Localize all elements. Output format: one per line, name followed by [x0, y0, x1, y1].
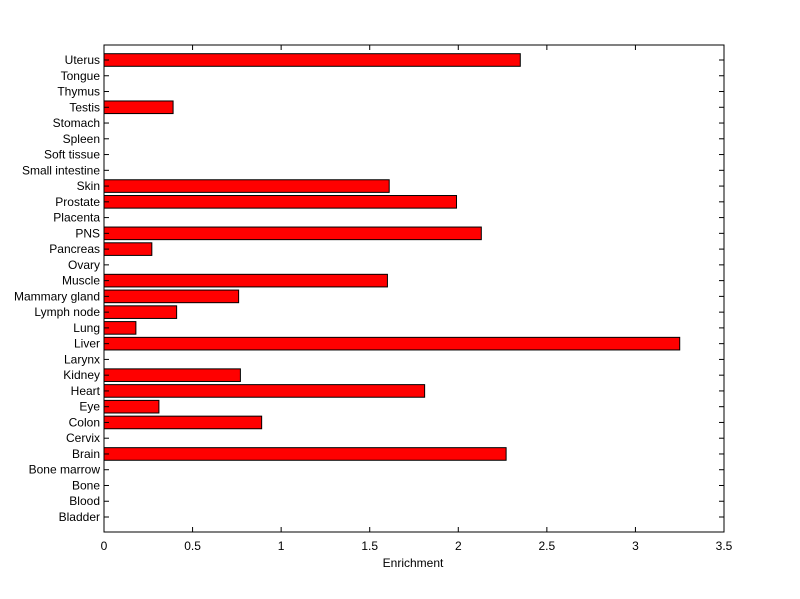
y-tick-label: Small intestine — [22, 163, 100, 177]
y-tick-label: Thymus — [57, 85, 100, 99]
x-tick-label: 1 — [278, 539, 285, 553]
x-tick-label: 2.5 — [539, 539, 556, 553]
y-tick-label: Muscle — [62, 274, 100, 288]
y-tick-label: Kidney — [63, 368, 100, 382]
y-tick-label: Testis — [69, 100, 100, 114]
y-tick-label: Skin — [77, 179, 100, 193]
bar-colon — [103, 415, 263, 430]
x-tick-label: 0.5 — [184, 539, 201, 553]
bar-brain — [103, 447, 507, 461]
y-tick-label: Blood — [69, 494, 100, 508]
y-tick-label: Ovary — [68, 258, 100, 272]
y-tick-label: Bone marrow — [29, 463, 101, 477]
y-tick-label: Spleen — [63, 132, 100, 146]
bar-liver — [103, 336, 681, 351]
y-tick-label: Lung — [73, 321, 100, 335]
y-tick-label: Eye — [79, 400, 100, 414]
bar-skin — [103, 179, 390, 193]
y-tick-label: Soft tissue — [44, 148, 100, 162]
y-tick-label: Bladder — [59, 510, 100, 524]
y-tick-label: Pancreas — [49, 242, 100, 256]
bar-kidney — [103, 368, 241, 382]
y-tick-label: Stomach — [53, 116, 100, 130]
x-axis-ticks: 0 0.5 1 1.5 2 2.5 3 3.5 — [101, 45, 733, 553]
y-tick-label: Colon — [69, 415, 100, 429]
y-tick-label: PNS — [75, 226, 100, 240]
x-tick-label: 3.5 — [716, 539, 733, 553]
x-tick-label: 0 — [101, 539, 108, 553]
y-tick-label: Bone — [72, 478, 100, 492]
bar-testis — [103, 100, 174, 115]
x-axis-label: Enrichment — [383, 556, 444, 570]
y-tick-label: Lymph node — [34, 305, 100, 319]
bar-pancreas — [103, 242, 153, 256]
y-tick-label: Cervix — [66, 431, 100, 445]
y-tick-label: Mammary gland — [14, 289, 100, 303]
y-tick-label: Brain — [72, 447, 100, 461]
bar-heart — [103, 384, 426, 398]
x-tick-label: 1.5 — [361, 539, 378, 553]
y-tick-label: Tongue — [61, 69, 101, 83]
bar-eye — [103, 399, 160, 414]
y-tick-label: Heart — [71, 384, 101, 398]
y-tick-label: Uterus — [65, 53, 100, 67]
y-tick-label: Prostate — [55, 195, 100, 209]
bar-muscle — [103, 273, 388, 288]
y-tick-label: Liver — [74, 337, 100, 351]
plot-frame — [103, 44, 725, 533]
bar-prostate — [103, 195, 458, 209]
x-tick-label: 2 — [455, 539, 462, 553]
x-tick-label: 3 — [632, 539, 639, 553]
y-tick-label: Larynx — [64, 352, 100, 366]
bar-mammary-gland — [103, 289, 240, 304]
y-tick-label: Placenta — [53, 211, 100, 225]
bar-lymph-node — [103, 305, 178, 319]
bar-pns — [103, 226, 482, 241]
bar-uterus — [103, 53, 521, 67]
